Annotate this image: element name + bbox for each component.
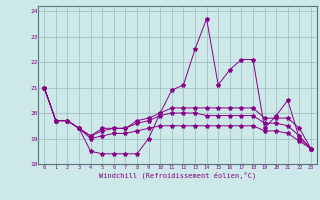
X-axis label: Windchill (Refroidissement éolien,°C): Windchill (Refroidissement éolien,°C) — [99, 171, 256, 179]
